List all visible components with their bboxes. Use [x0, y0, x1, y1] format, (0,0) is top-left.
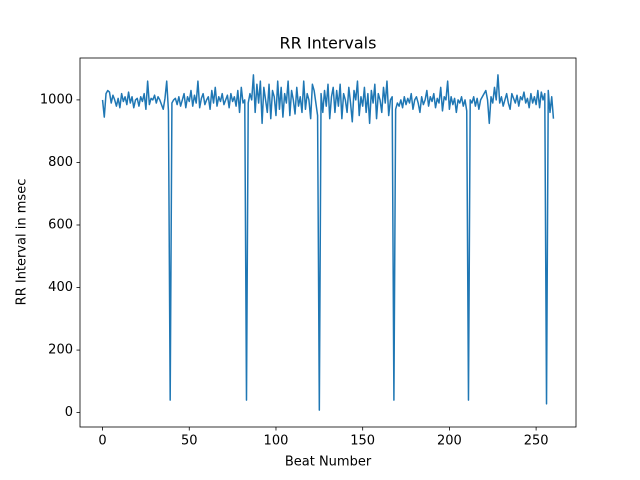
- x-tick-label: 0: [98, 434, 106, 449]
- y-tick-label: 1000: [40, 92, 73, 107]
- y-tick-label: 800: [48, 155, 73, 170]
- x-tick-label: 50: [181, 434, 198, 449]
- y-tick-label: 600: [48, 217, 73, 232]
- chart-title: RR Intervals: [280, 34, 377, 53]
- line: [101, 74, 555, 411]
- y-axis-label: RR Interval in msec: [15, 179, 30, 306]
- x-tick-label: 100: [264, 434, 289, 449]
- y-tick-label: 400: [48, 280, 73, 295]
- x-tick-label: 150: [350, 434, 375, 449]
- y-tick-label: 200: [48, 343, 73, 358]
- y-tick-label: 0: [65, 405, 73, 420]
- x-axis-label: Beat Number: [285, 455, 372, 470]
- x-tick-label: 200: [437, 434, 462, 449]
- axes-frame: [79, 57, 577, 428]
- x-tick-label: 250: [524, 434, 549, 449]
